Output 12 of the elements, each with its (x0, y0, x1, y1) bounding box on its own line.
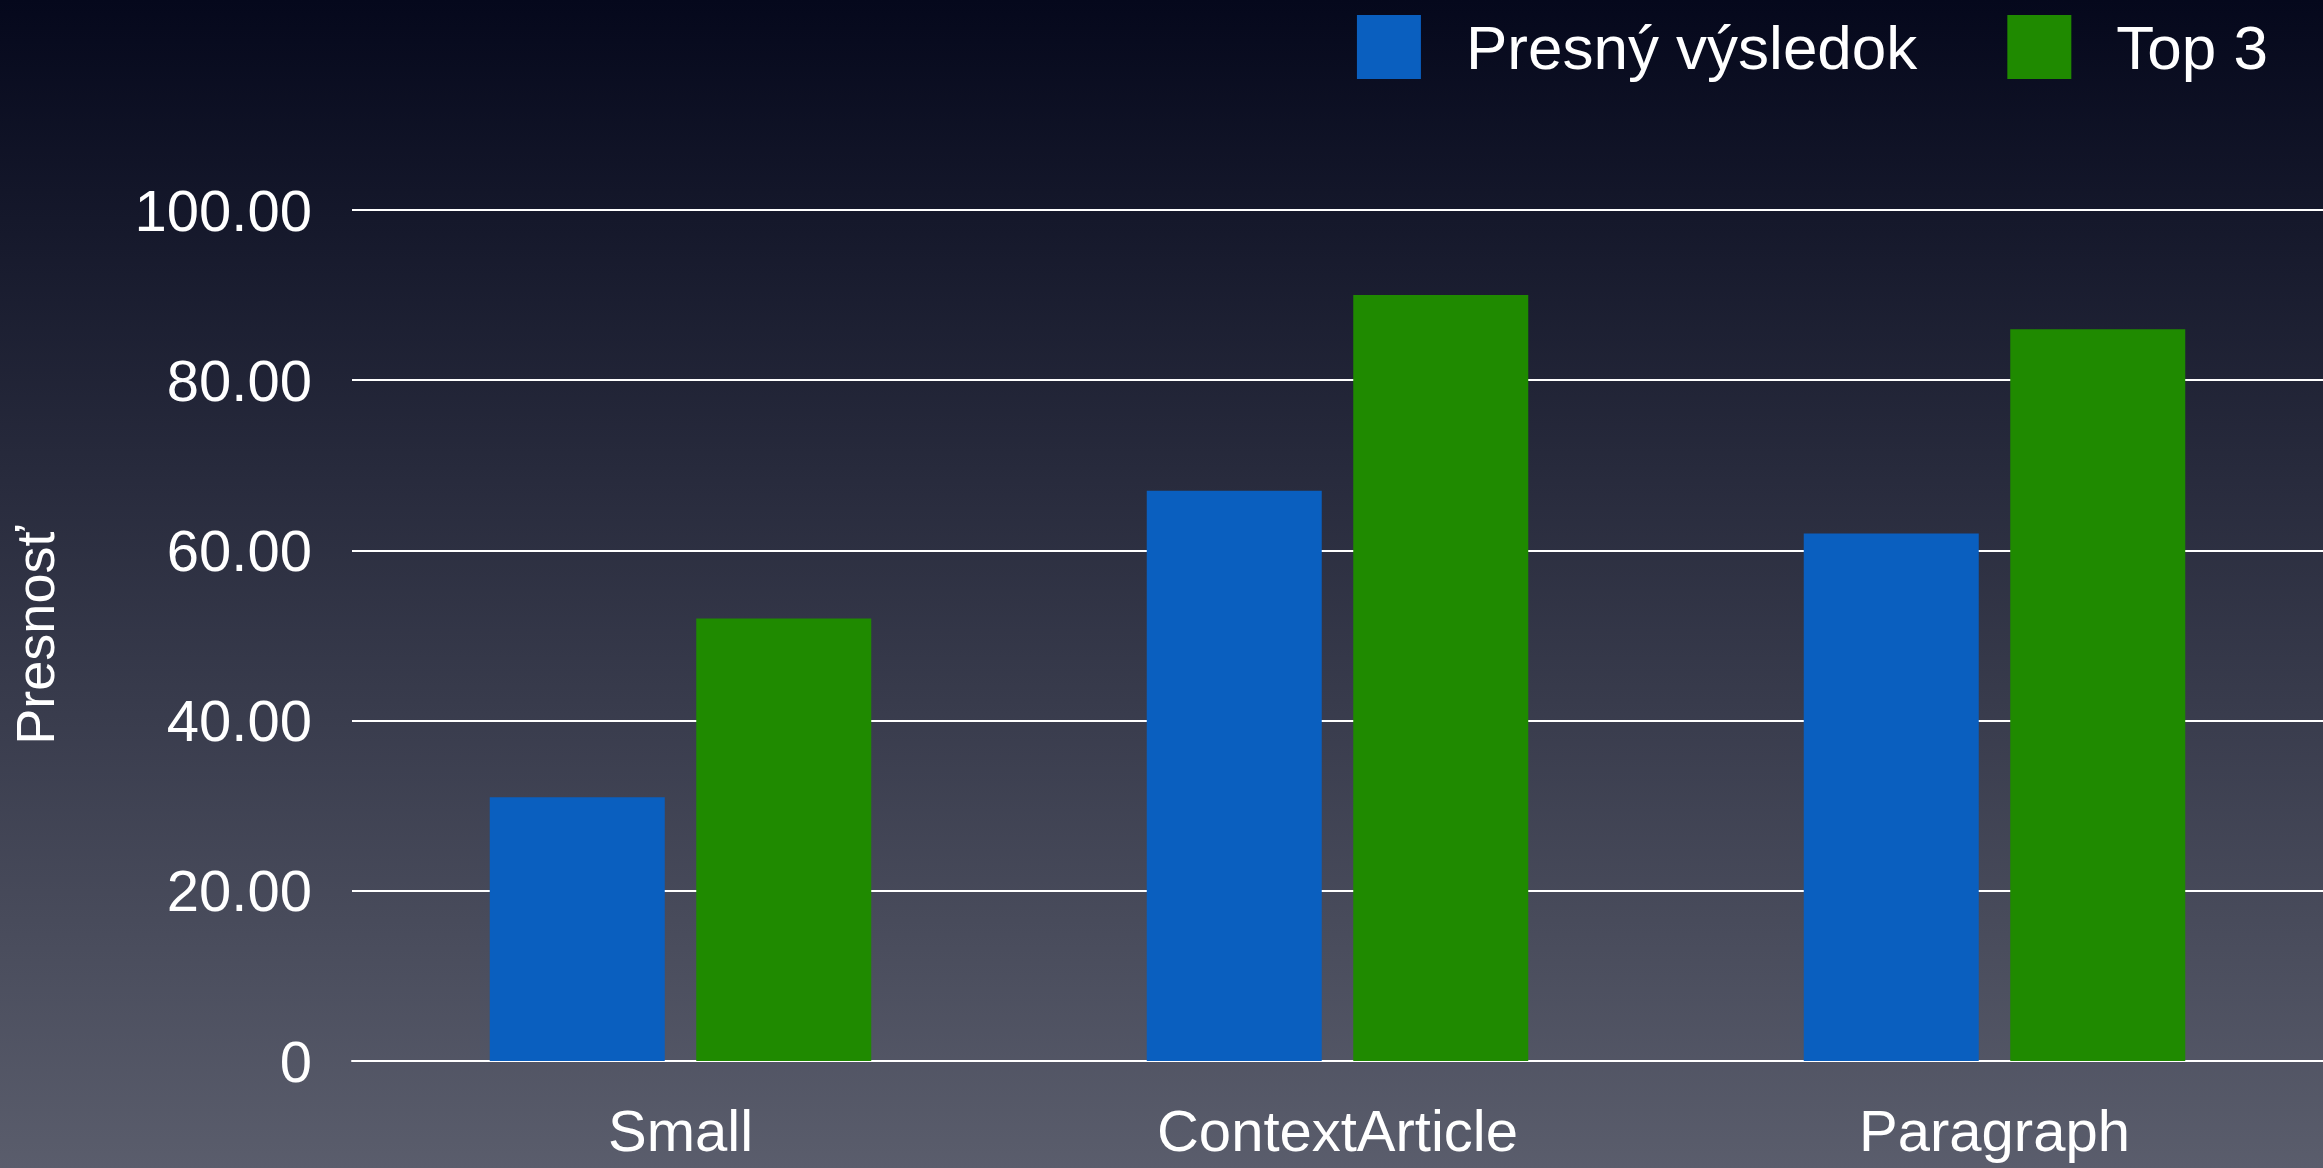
y-tick-label: 100.00 (134, 177, 312, 243)
y-tick-label: 20.00 (166, 858, 312, 924)
legend-label: Top 3 (2116, 12, 2268, 82)
x-tick-label: Paragraph (1859, 1097, 2130, 1163)
y-tick-label: 80.00 (166, 347, 312, 413)
y-axis-title: Presnosť (5, 525, 65, 745)
y-tick-label: 40.00 (166, 688, 312, 754)
x-tick-label: ContextArticle (1156, 1097, 1519, 1163)
legend-label: Presný výsledok (1465, 12, 1919, 82)
y-tick-label: 0 (279, 1028, 312, 1094)
y-tick-label: 60.00 (166, 517, 312, 583)
x-tick-label: Small (607, 1097, 754, 1163)
